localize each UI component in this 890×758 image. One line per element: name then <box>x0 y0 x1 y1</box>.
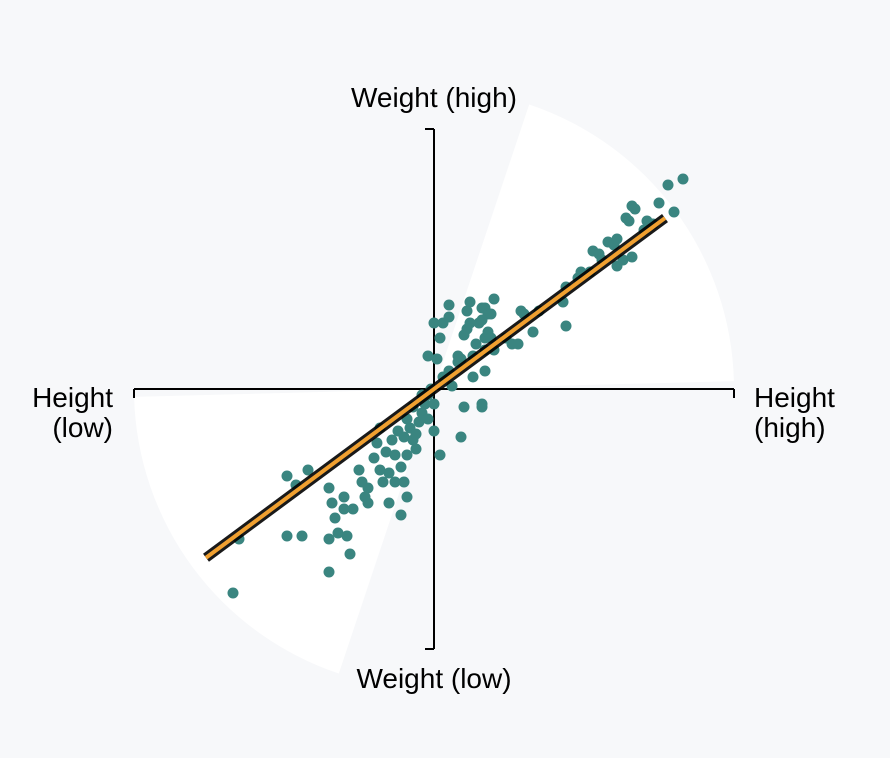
data-point <box>431 353 443 365</box>
label-height-high-line2: (high) <box>754 412 826 443</box>
data-point <box>668 206 680 218</box>
data-point <box>626 251 638 263</box>
data-point <box>458 401 470 413</box>
data-point <box>401 491 413 503</box>
data-point <box>623 215 635 227</box>
label-height-low-line1: Height <box>32 382 113 413</box>
data-point <box>560 320 572 332</box>
data-point <box>398 476 410 488</box>
data-point <box>323 533 335 545</box>
sector-high-high <box>434 104 734 389</box>
label-height-low-line2: (low) <box>52 412 113 443</box>
label-height-high-line1: Height <box>754 382 835 413</box>
data-point <box>374 464 386 476</box>
data-point <box>653 197 665 209</box>
data-point <box>476 398 488 410</box>
data-point <box>302 464 314 476</box>
data-point <box>467 371 479 383</box>
data-point <box>326 497 338 509</box>
data-point <box>383 467 395 479</box>
data-point <box>470 338 482 350</box>
data-point <box>443 299 455 311</box>
data-point <box>281 470 293 482</box>
data-point <box>662 179 674 191</box>
data-point <box>488 293 500 305</box>
data-point <box>443 311 455 323</box>
data-point <box>413 416 425 428</box>
data-point <box>512 338 524 350</box>
data-point <box>464 296 476 308</box>
data-point <box>479 365 491 377</box>
data-point <box>380 446 392 458</box>
data-point <box>389 476 401 488</box>
data-point <box>227 587 239 599</box>
data-point <box>341 530 353 542</box>
fit-line <box>203 214 668 562</box>
data-point <box>401 449 413 461</box>
sector-low-low <box>134 389 434 674</box>
data-point <box>629 203 641 215</box>
data-point <box>434 449 446 461</box>
data-point <box>362 482 374 494</box>
data-point <box>338 503 350 515</box>
data-point <box>461 305 473 317</box>
data-point <box>410 443 422 455</box>
data-point <box>383 497 395 509</box>
data-point <box>455 431 467 443</box>
label-weight-low: Weight (low) <box>356 663 511 694</box>
data-point <box>428 398 440 410</box>
data-point <box>332 527 344 539</box>
data-point <box>434 332 446 344</box>
data-point <box>677 173 689 185</box>
data-points <box>227 173 689 599</box>
data-point <box>410 428 422 440</box>
data-point <box>386 434 398 446</box>
data-point <box>422 350 434 362</box>
data-point <box>395 509 407 521</box>
data-point <box>344 548 356 560</box>
data-point <box>368 452 380 464</box>
data-point <box>389 449 401 461</box>
data-point <box>362 497 374 509</box>
fit-line-core <box>204 216 667 560</box>
data-point <box>428 317 440 329</box>
data-point <box>485 308 497 320</box>
data-point <box>527 326 539 338</box>
data-point <box>398 431 410 443</box>
data-point <box>428 425 440 437</box>
data-point <box>353 464 365 476</box>
data-point <box>377 476 389 488</box>
data-point <box>329 512 341 524</box>
data-point <box>464 317 476 329</box>
data-point <box>395 461 407 473</box>
data-point <box>296 530 308 542</box>
data-point <box>611 233 623 245</box>
label-weight-high: Weight (high) <box>351 82 517 113</box>
data-point <box>371 437 383 449</box>
data-point <box>422 413 434 425</box>
highlight-sectors <box>134 104 734 674</box>
data-point <box>281 530 293 542</box>
data-point <box>347 503 359 515</box>
data-point <box>323 482 335 494</box>
data-point <box>338 491 350 503</box>
data-point <box>323 566 335 578</box>
